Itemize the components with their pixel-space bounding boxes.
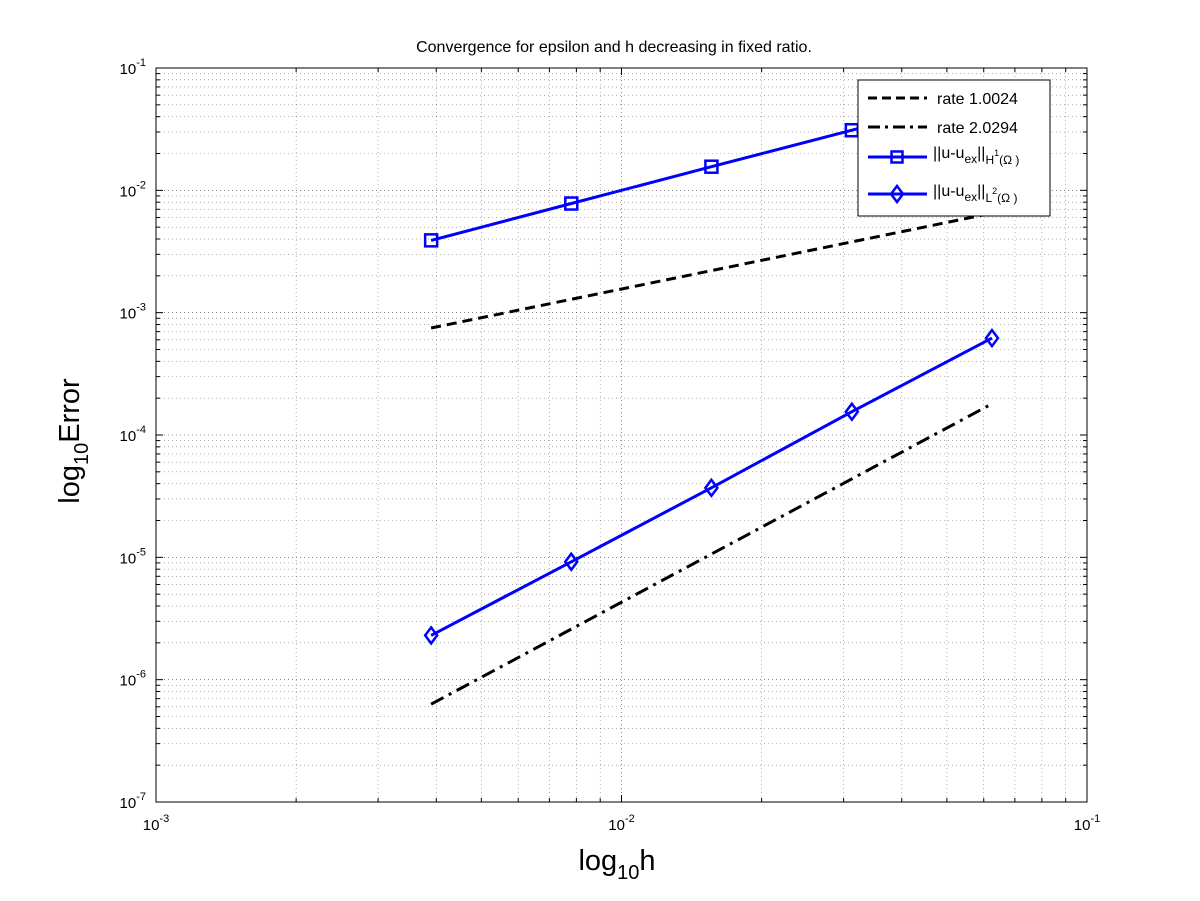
data-point-square: [423, 233, 439, 248]
data-point-square: [704, 159, 719, 174]
y-tick-label: 10-7: [120, 791, 146, 812]
legend-label-rate-1: rate 1.0024: [937, 91, 1018, 108]
y-tick-label: 10-4: [120, 424, 146, 445]
y-axis-label: log10Error: [54, 378, 93, 504]
y-tick-label: 10-5: [120, 546, 146, 567]
legend-label-h1-error: ||u-uex||H1(Ω ): [933, 145, 1019, 167]
legend-label-l2-error: ||u-uex||L2(Ω ): [933, 183, 1017, 205]
data-point-diamond: [423, 625, 439, 646]
data-point-diamond: [703, 477, 719, 498]
x-tick-label: 10-3: [143, 813, 169, 834]
y-tick-label: 10-3: [120, 302, 146, 323]
y-tick-label: 10-2: [120, 179, 146, 200]
data-point-diamond: [844, 401, 860, 422]
x-tick-label: 10-2: [608, 813, 634, 834]
x-axis-label: log10h: [578, 845, 655, 884]
axis-ticks: 10-3 10-2 10-1 10-7 10-6 10-5 10-4 10-3 10-2 10-1: [120, 57, 1101, 834]
y-tick-label: 10-1: [120, 57, 146, 78]
series-line-3: [430, 336, 993, 637]
x-tick-label: 10-1: [1074, 813, 1100, 834]
legend-marker-diamond: [889, 183, 905, 205]
data-point-diamond: [563, 551, 579, 572]
chart-title: Convergence for epsilon and h decreasing…: [416, 39, 812, 56]
legend: rate 1.0024 rate 2.0294 ||u-uex||H1(Ω ) …: [857, 79, 1051, 217]
y-tick-label: 10-6: [120, 669, 146, 690]
series-line-0: [430, 211, 993, 330]
data-point-square: [564, 196, 579, 211]
series-line-1: [430, 402, 993, 706]
legend-marker-square: [890, 150, 904, 164]
legend-label-rate-2: rate 2.0294: [937, 120, 1018, 137]
data-point-diamond: [984, 327, 1000, 349]
